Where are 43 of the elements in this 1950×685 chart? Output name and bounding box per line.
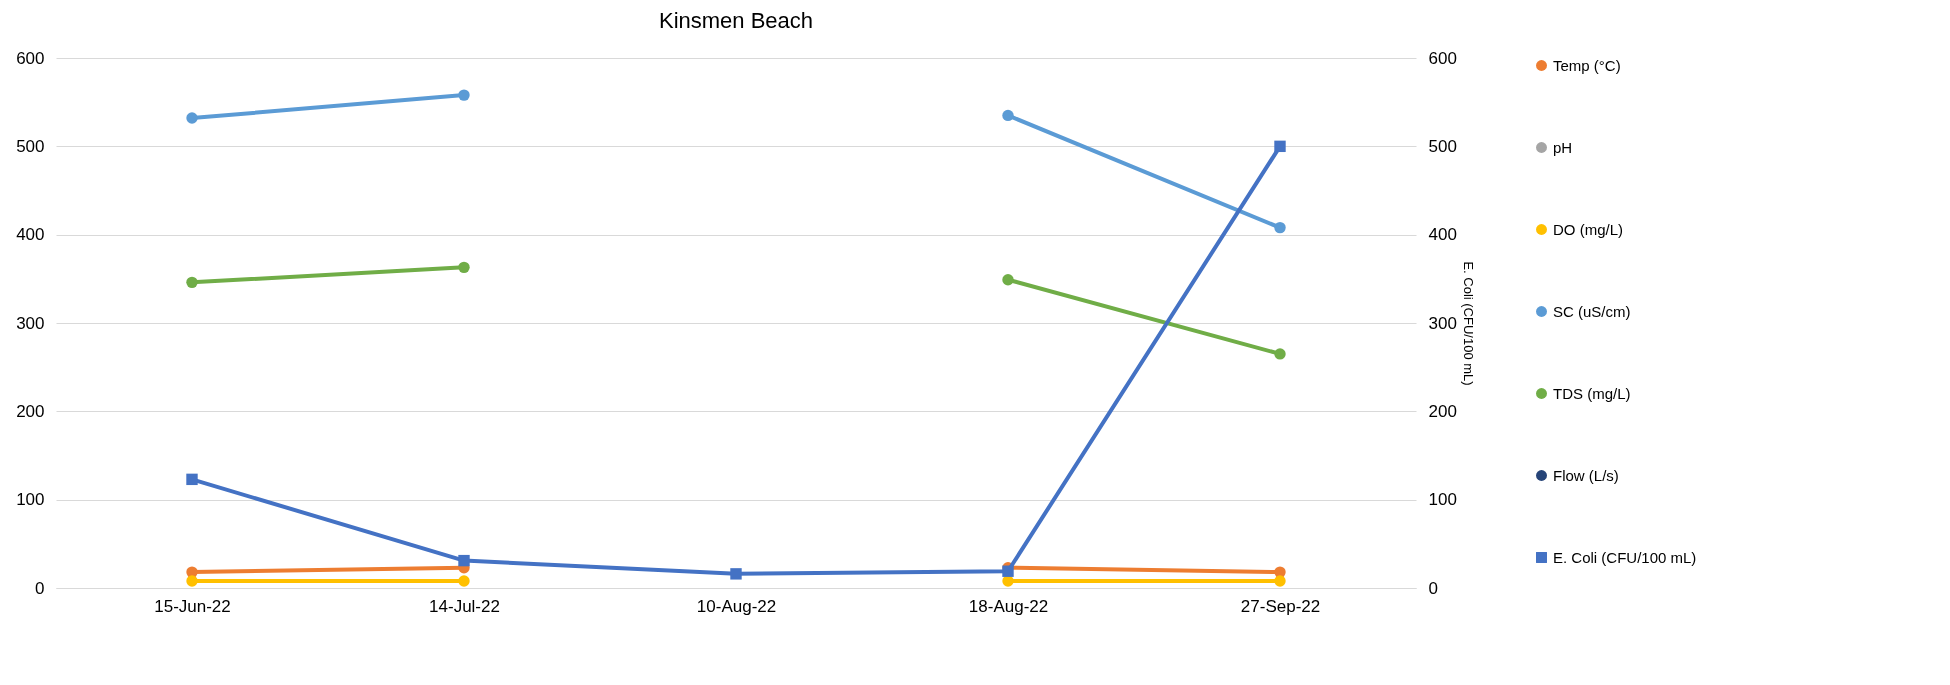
- y-tick-label: 300: [16, 313, 45, 333]
- y2-tick-label: 500: [1428, 136, 1457, 156]
- legend-label: E. Coli (CFU/100 mL): [1553, 548, 1697, 566]
- point: [1274, 575, 1286, 587]
- y2-tick-label: 300: [1428, 313, 1457, 333]
- legend-label: DO (mg/L): [1553, 220, 1624, 238]
- y2-tick-label: 400: [1428, 225, 1457, 245]
- point: [730, 568, 742, 580]
- point: [186, 112, 198, 124]
- legend-label: SC (uS/cm): [1553, 302, 1631, 320]
- legend-label: TDS (mg/L): [1553, 384, 1631, 402]
- point: [1274, 140, 1286, 153]
- y2-tick-label: 200: [1428, 401, 1457, 421]
- y2-axis-title: E. Coli (CFU/100 mL): [1460, 261, 1476, 386]
- x-tick-label: 15-Jun-22: [154, 596, 231, 616]
- chart-title: Kinsmen Beach: [658, 8, 814, 33]
- y2-tick-label: 100: [1428, 490, 1457, 510]
- x-tick-label: 10-Aug-22: [696, 596, 777, 616]
- point: [458, 261, 470, 274]
- point: [1274, 221, 1286, 234]
- legend-label: pH: [1553, 138, 1573, 156]
- y-tick-label: 500: [16, 136, 45, 156]
- y-tick-label: 600: [16, 48, 45, 68]
- x-tick-label: 18-Aug-22: [968, 596, 1049, 616]
- point: [1274, 348, 1286, 360]
- point: [1002, 109, 1014, 122]
- point: [186, 276, 198, 289]
- point: [458, 554, 470, 567]
- point: [458, 89, 470, 101]
- y2-tick-label: 600: [1428, 48, 1457, 68]
- legend-label: Flow (L/s): [1553, 466, 1619, 484]
- point: [186, 575, 198, 587]
- y-tick-label: 400: [16, 225, 45, 245]
- legend-label: Temp (°C): [1553, 56, 1621, 74]
- point: [458, 575, 470, 587]
- y-tick-label: 0: [35, 578, 45, 598]
- point: [186, 473, 198, 486]
- x-tick-label: 14-Jul-22: [429, 596, 500, 616]
- x-tick-label: 27-Sep-22: [1240, 596, 1321, 616]
- point: [1002, 274, 1014, 286]
- y-tick-label: 200: [16, 401, 45, 421]
- y-tick-label: 100: [16, 490, 45, 510]
- y2-tick-label: 0: [1428, 578, 1438, 598]
